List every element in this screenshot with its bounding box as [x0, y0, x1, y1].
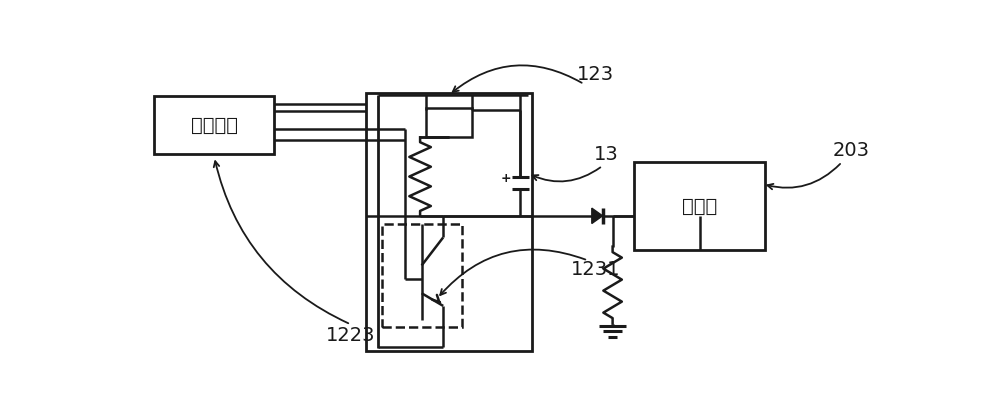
Text: 203: 203	[833, 141, 870, 160]
Bar	[426, 108, 472, 137]
Bar	[382, 223, 462, 328]
Text: +: +	[500, 172, 511, 185]
Text: 1223: 1223	[326, 326, 376, 345]
Polygon shape	[592, 208, 603, 223]
Text: 滤波电路: 滤波电路	[191, 116, 238, 135]
Bar	[154, 96, 274, 154]
Bar	[366, 93, 532, 351]
Text: 123: 123	[577, 65, 614, 84]
Text: 13: 13	[594, 145, 619, 164]
Text: 变流器: 变流器	[682, 197, 717, 216]
Text: 1231: 1231	[571, 260, 620, 279]
Bar	[634, 162, 765, 251]
